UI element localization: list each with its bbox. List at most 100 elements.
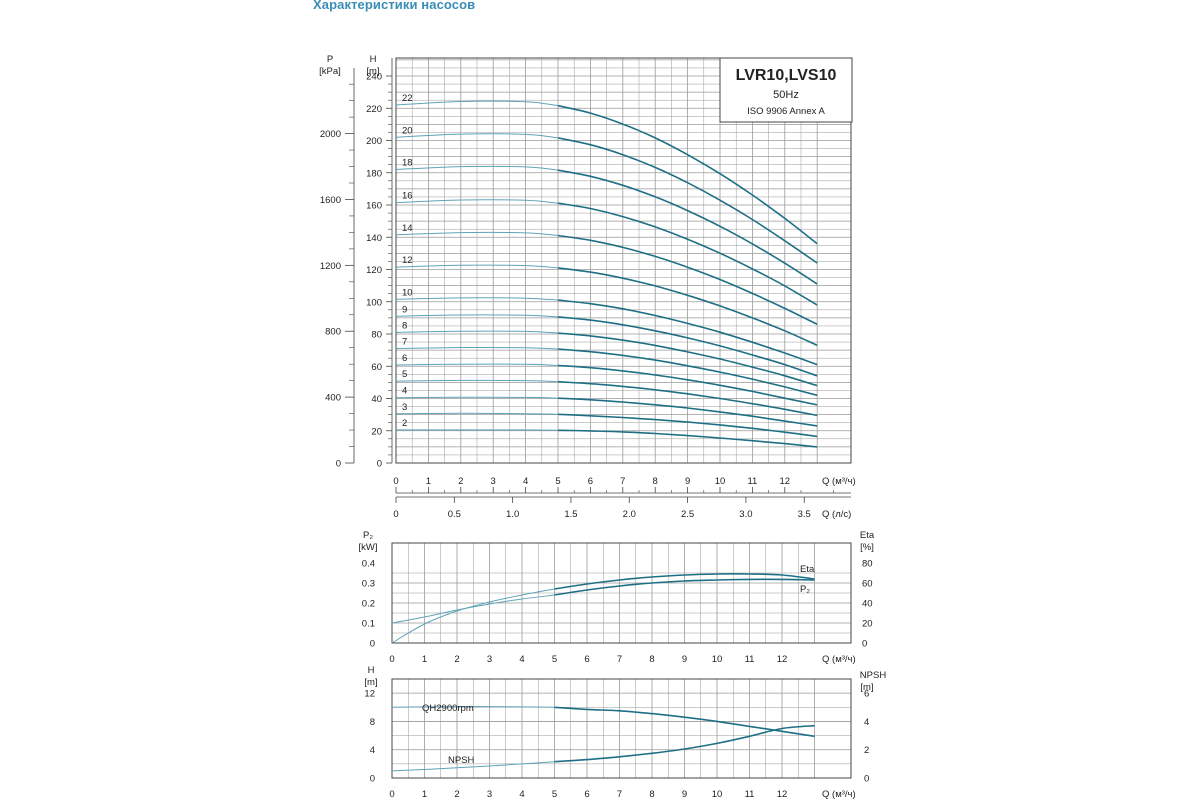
q-ls-tick-label: 1.5 <box>564 509 577 520</box>
npsh-axis-tick-label: 2 <box>864 745 869 756</box>
q-m3h-label-2: Q (м³/ч) <box>822 654 856 665</box>
q-axis-tick-label: 11 <box>747 476 757 487</box>
p2-q-tick-label: 5 <box>552 654 557 665</box>
h-axis-tick-label: 60 <box>371 362 382 373</box>
eta-axis-tick-label: 80 <box>862 559 873 570</box>
stage-label-3: 3 <box>402 402 407 413</box>
p-axis-tick-label: 400 <box>325 393 341 404</box>
h-curve-stage-4-low-flow <box>395 396 559 399</box>
stage-label-2: 2 <box>402 418 407 429</box>
p2-axis-unit: [kW] <box>359 542 378 553</box>
h-curve-stage-5-low-flow <box>395 379 559 383</box>
p-axis-tick-label: 0 <box>336 459 341 470</box>
q-ls-tick-label: 0 <box>393 509 398 520</box>
p-axis-tick-label: 800 <box>325 327 341 338</box>
eta-axis-unit: [%] <box>860 542 874 553</box>
p2-axis-tick-label: 0.4 <box>362 559 375 570</box>
model-frequency: 50Hz <box>773 89 799 101</box>
stage-label-8: 8 <box>402 320 407 331</box>
h-axis-tick-label: 120 <box>366 265 382 276</box>
axis-unit-labels: P [kPa] H [m] Q (м³/ч) Q (л/с) P₂ [kW] E… <box>319 54 886 800</box>
npsh-q-tick-label: 11 <box>745 789 755 800</box>
h-curve-stage-20 <box>557 137 818 264</box>
p2-axis-tick-label: 0.2 <box>362 599 375 610</box>
eta-axis-tick-label: 60 <box>862 579 873 590</box>
q-axis-tick-label: 0 <box>393 476 398 487</box>
p2-q-tick-label: 2 <box>454 654 459 665</box>
text-layer: 0204060801001201401601802002202400400800… <box>320 72 873 800</box>
p2-chart-frame <box>391 542 852 644</box>
h-curve-stage-6 <box>557 364 818 406</box>
npsh-axis-letter: NPSH <box>860 670 887 681</box>
q-axis-tick-label: 5 <box>555 476 560 487</box>
stage-label-18: 18 <box>402 158 413 169</box>
eta-axis-tick-label: 40 <box>862 599 873 610</box>
stage-label-14: 14 <box>402 223 413 234</box>
h-curve-stage-3-low-flow <box>395 412 559 415</box>
q-ls-tick-label: 3.0 <box>739 509 752 520</box>
q-ls-tick-label: 2.0 <box>623 509 636 520</box>
eta-axis-tick-label: 20 <box>862 619 873 630</box>
curve-npsh-low-flow <box>391 761 555 772</box>
q-axis-tick-label: 7 <box>620 476 625 487</box>
p2-q-tick-label: 7 <box>617 654 622 665</box>
npsh-q-tick-label: 9 <box>682 789 687 800</box>
q-axis-tick-label: 2 <box>458 476 463 487</box>
model-box-frame <box>719 57 853 123</box>
h-curve-stage-22-low-flow <box>395 100 559 107</box>
npsh-q-tick-label: 8 <box>649 789 654 800</box>
p2-q-tick-label: 0 <box>389 654 394 665</box>
p2-axis-tick-label: 0 <box>370 639 375 650</box>
h-curve-stage-3 <box>557 413 818 438</box>
h-curve-stage-9 <box>557 316 818 377</box>
h-curve-stage-6-low-flow <box>395 363 559 366</box>
curve-eta <box>554 573 815 590</box>
h3-axis-tick-label: 12 <box>364 689 375 700</box>
p-axis-tick-label: 1600 <box>320 195 341 206</box>
npsh-q-tick-label: 7 <box>617 789 622 800</box>
p2-axis-tick-label: 0.3 <box>362 579 375 590</box>
p2-q-tick-label: 8 <box>649 654 654 665</box>
p2-q-tick-label: 10 <box>712 654 723 665</box>
h-axis-tick-label: 180 <box>366 168 382 179</box>
q-axis-tick-label: 12 <box>780 476 791 487</box>
model-info-box: LVR10,LVS10 50Hz ISO 9906 Annex A <box>719 57 853 123</box>
h-axis-unit: [m] <box>366 66 379 77</box>
curve-p2-low-flow <box>391 594 555 624</box>
page-title: Характеристики насосов <box>313 0 476 12</box>
curve-p2 <box>554 578 815 596</box>
h-curve-stage-10 <box>557 299 818 366</box>
p2-q-tick-label: 11 <box>745 654 755 665</box>
stage-label-7: 7 <box>402 337 407 348</box>
q-axis-tick-label: 9 <box>685 476 690 487</box>
npsh-axis-tick-label: 6 <box>864 689 869 700</box>
h-axis-tick-label: 40 <box>371 394 382 405</box>
h3-axis-tick-label: 4 <box>370 745 375 756</box>
h-curve-stage-5 <box>557 380 818 417</box>
q-ls-tick-label: 1.0 <box>506 509 519 520</box>
h-axis-tick-label: 0 <box>377 459 382 470</box>
h-curve-stage-10-low-flow <box>395 297 559 301</box>
h-curve-stage-18 <box>557 169 818 285</box>
npsh-q-tick-label: 6 <box>584 789 589 800</box>
curve-npsh <box>554 724 815 763</box>
h-axis-letter: H <box>370 54 377 65</box>
stage-label-20: 20 <box>402 125 413 136</box>
h-axis-tick-label: 140 <box>366 233 382 244</box>
h-curve-stage-12 <box>557 267 818 347</box>
h-curve-stage-16 <box>557 202 818 306</box>
h-curve-stage-12-low-flow <box>395 264 559 269</box>
curves-layer <box>391 100 818 772</box>
stage-label-9: 9 <box>402 304 407 315</box>
h-curve-stage-7-low-flow <box>395 346 559 350</box>
p-axis-tick-label: 2000 <box>320 129 341 140</box>
h3-axis-tick-label: 8 <box>370 717 375 728</box>
stage-label-16: 16 <box>402 191 413 202</box>
model-standard: ISO 9906 Annex A <box>747 106 825 117</box>
h-curve-stage-14 <box>557 234 818 326</box>
p-axis-letter: P <box>327 54 333 65</box>
p2-axis-tick-label: 0.1 <box>362 619 375 630</box>
model-title: LVR10,LVS10 <box>736 67 837 84</box>
npsh-axis-tick-label: 0 <box>864 774 869 785</box>
